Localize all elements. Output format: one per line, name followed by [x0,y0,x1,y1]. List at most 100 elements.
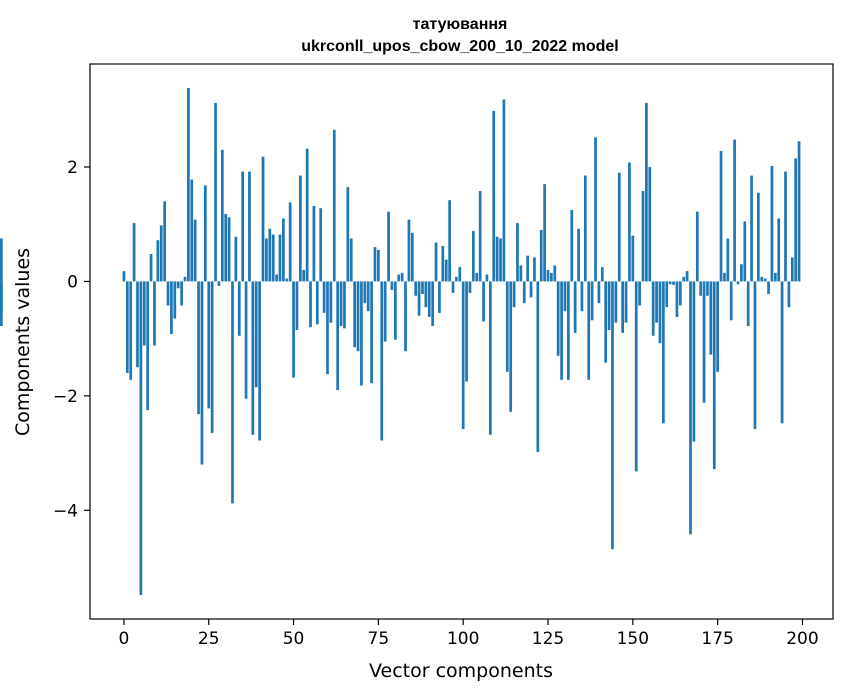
bar-137 [587,281,591,380]
bar-184 [746,281,750,327]
bar-undefined [0,281,3,313]
bar-107 [485,274,489,282]
bar-125 [546,269,550,282]
bar-106 [482,281,485,322]
bar-28 [217,281,221,286]
bar-36 [244,281,248,399]
bar-91 [431,281,435,327]
bar-115 [512,281,516,308]
bar-85 [410,232,414,282]
x-tick-label: 175 [701,629,733,649]
x-tick-label: 125 [532,629,564,649]
bar-109 [492,110,496,282]
bar-11 [159,225,163,282]
bar-104 [475,272,479,282]
bar-10 [156,240,160,282]
bar-131 [567,281,570,380]
bar-88 [421,281,424,295]
bar-148 [624,281,628,323]
bar-18 [183,276,187,282]
bar-25 [207,281,211,409]
bar-152 [638,281,641,306]
bar-168 [692,281,696,442]
bar-7 [146,281,150,411]
bar-32 [231,281,234,504]
bar-183 [743,221,747,282]
bar-37 [248,171,251,282]
bar-113 [505,281,509,372]
bar-100 [461,281,465,430]
bar-117 [519,265,523,282]
bar-165 [682,276,686,282]
bar-114 [509,281,513,412]
bar-77 [383,281,387,342]
bar-143 [607,281,611,331]
bar-197 [790,257,794,282]
bar-66 [346,187,350,282]
bar-134 [577,228,580,282]
x-tick-label: 100 [447,629,479,649]
bar-132 [570,209,574,282]
bar-162 [672,281,675,285]
x-tick-label: 0 [119,629,130,649]
bar-46 [278,234,282,282]
bar-6 [142,281,146,346]
chart-subtitle: ukrconll_upos_cbow_200_10_2022 model [301,38,618,55]
bar-51 [295,281,299,331]
bar-175 [716,281,719,372]
bar-43 [268,228,272,282]
bar-80 [393,281,397,340]
bar-90 [427,281,431,317]
bar-70 [360,281,363,386]
bar-119 [526,255,530,282]
bar-13 [166,281,170,306]
bar-17 [180,281,183,306]
bar-142 [604,281,608,363]
bar-74 [373,247,377,282]
bar-157 [655,281,658,323]
bar-73 [370,281,373,384]
bar-192 [773,272,777,282]
bar-79 [390,281,394,290]
bar-171 [702,281,706,403]
bar-19 [187,88,190,282]
plot-frame [89,63,834,620]
bar-97 [451,281,455,293]
bar-72 [366,281,370,312]
bar-78 [387,211,390,282]
bar-68 [353,281,356,348]
bar-172 [706,281,709,296]
bar-83 [404,281,407,352]
bar-65 [343,281,346,329]
bar-1 [125,281,129,373]
bar-124 [543,184,546,282]
bar-195 [784,171,787,282]
bar-20 [190,179,194,282]
bar-40 [258,281,261,441]
bar-135 [580,281,584,312]
bar-44 [271,234,275,282]
bar-23 [200,281,204,465]
bar-118 [522,281,526,304]
bar-21 [193,219,197,282]
bar-81 [397,274,401,282]
bar-67 [349,238,353,282]
bar-153 [641,191,645,282]
bar-112 [502,99,506,282]
bar-82 [400,272,404,282]
bar-147 [621,281,625,333]
bar-27 [214,102,217,282]
bar-101 [465,281,468,382]
bar-96 [448,200,451,282]
x-tick-label: 50 [283,629,305,649]
bar-128 [556,281,560,356]
bar-129 [560,281,563,380]
bars-group [0,88,801,595]
bar-56 [312,205,316,282]
bar-89 [424,281,428,308]
bar-94 [441,245,445,282]
bar-199 [797,141,801,282]
x-tick-label: 25 [198,629,220,649]
bar-59 [322,281,326,313]
bar-84 [407,219,411,282]
